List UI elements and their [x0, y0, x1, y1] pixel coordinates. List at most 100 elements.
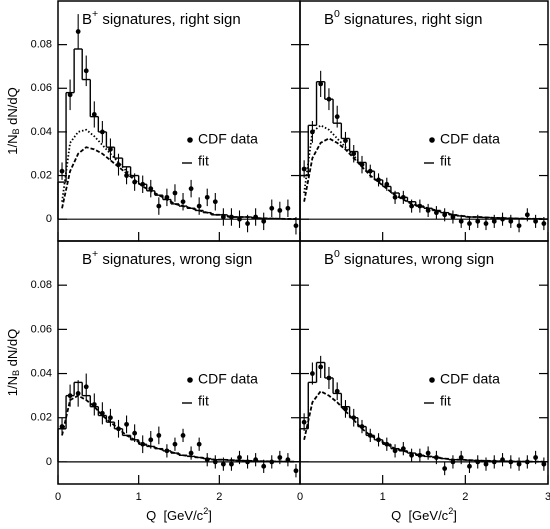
panel-title-part: signatures, wrong sign [98, 251, 252, 268]
data-point [533, 455, 538, 460]
y-axis-label-part: B [11, 370, 21, 376]
fit-curve [61, 394, 296, 463]
panel-title-part: + [92, 248, 98, 260]
data-point [483, 461, 489, 467]
data-point [156, 203, 162, 209]
fit-curve [303, 124, 363, 194]
data-point [277, 208, 283, 213]
y-axis-label-part: B [11, 128, 21, 134]
panel-title-part: signatures, right sign [340, 11, 483, 28]
y-tick-label: 0.06 [31, 323, 52, 335]
data-point [220, 461, 226, 467]
data-point [188, 186, 194, 192]
data-point [188, 450, 194, 456]
x-axis-label: Q [GeV/c2] [391, 506, 457, 523]
y-axis-label-part: 1/N [5, 135, 20, 155]
panel-title-part: signatures, right sign [98, 11, 241, 28]
data-point [212, 459, 218, 465]
data-point [467, 221, 472, 226]
data-point [204, 194, 210, 200]
data-point [83, 384, 89, 390]
data-point [516, 223, 522, 229]
panel-title: B0 signatures, wrong sign [324, 248, 494, 268]
data-point [467, 463, 472, 469]
y-axis-label: 1/NB dN/dQ [5, 87, 21, 155]
fit-curve [303, 390, 544, 463]
panel-title-part: signatures, wrong sign [340, 251, 494, 268]
data-point [524, 212, 530, 218]
x-axis-label-part: Q [GeV/c [146, 508, 204, 523]
y-tick-label: 0 [46, 456, 52, 468]
data-point [83, 68, 89, 74]
data-point [124, 421, 129, 427]
panel-title: B+ signatures, wrong sign [82, 248, 252, 268]
fit-curve [61, 128, 136, 202]
data-point [196, 203, 202, 209]
data-point [310, 371, 315, 376]
data-point [237, 455, 242, 460]
data-point [483, 221, 489, 226]
panel-title-part: B [324, 251, 334, 268]
x-tick-label: 0 [297, 491, 303, 503]
x-tick-label: 1 [136, 491, 142, 503]
data-point [541, 221, 547, 226]
data-point [425, 450, 431, 456]
data-point [261, 218, 267, 224]
data-point [180, 433, 186, 438]
data-point [301, 166, 307, 172]
data-point [409, 203, 414, 209]
data-point [59, 168, 65, 174]
data-point [491, 218, 497, 224]
panel-title: B0 signatures, right sign [324, 8, 482, 28]
panel-title-part: + [92, 8, 98, 20]
data-point [516, 461, 522, 467]
y-axis-label: 1/NB dN/dQ [5, 329, 21, 397]
data-point [442, 466, 448, 471]
legend-marker [187, 137, 193, 143]
panel-title-part: B [324, 11, 334, 28]
y-axis-label-part: dN/dQ [5, 329, 20, 370]
x-tick-label: 2 [462, 491, 468, 503]
y-tick-label: 0.06 [31, 82, 52, 94]
legend-marker [187, 377, 193, 383]
y-axis-label-part: dN/dQ [5, 87, 20, 128]
data-point [334, 114, 340, 120]
data-point [261, 463, 267, 469]
data-point [269, 205, 275, 211]
data-point [245, 221, 250, 226]
x-axis-label-part: ] [208, 508, 212, 523]
x-tick-label: 3 [545, 491, 550, 503]
data-point [156, 433, 162, 438]
data-point [108, 415, 113, 421]
legend-label: CDF data [198, 131, 258, 147]
x-tick-label: 2 [216, 491, 222, 503]
y-tick-label: 0.02 [31, 412, 52, 424]
panel-title-part: 0 [334, 8, 340, 20]
data-point [450, 459, 456, 465]
panel-frame [57, 240, 301, 485]
y-tick-label: 0 [46, 213, 52, 225]
x-tick-label: 0 [55, 491, 61, 503]
data-point [508, 218, 514, 224]
data-point [334, 388, 340, 394]
data-point [180, 199, 186, 205]
fit-curve [303, 137, 544, 220]
data-point [541, 461, 547, 467]
data-point [318, 81, 324, 87]
legend-label: fit [198, 393, 209, 409]
data-point [533, 218, 538, 224]
panel-frame [299, 240, 549, 485]
data-point [229, 461, 234, 467]
data-point [458, 218, 464, 224]
data-point [450, 214, 456, 220]
data-point [285, 205, 291, 211]
data-point [293, 223, 299, 229]
y-tick-label: 0.08 [31, 279, 52, 291]
legend-label: fit [198, 153, 209, 169]
x-axis-label-part: Q [GeV/c [391, 508, 449, 523]
y-tick-label: 0.04 [31, 126, 52, 138]
data-point [237, 216, 242, 222]
data-point [277, 455, 283, 460]
data-point [91, 112, 97, 117]
